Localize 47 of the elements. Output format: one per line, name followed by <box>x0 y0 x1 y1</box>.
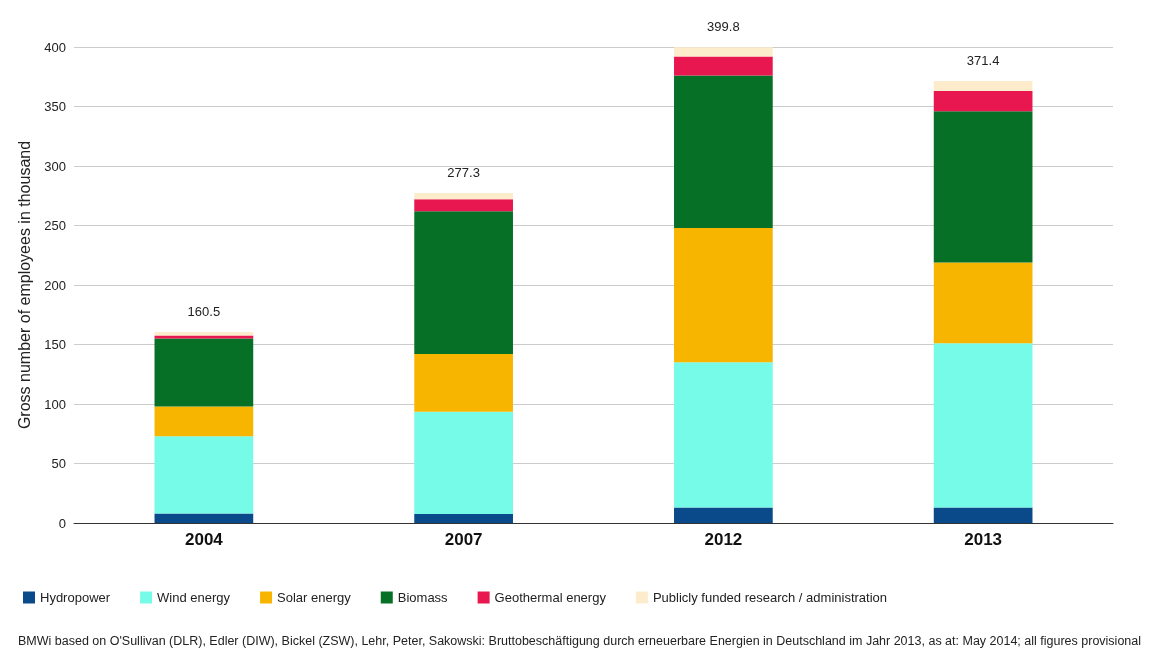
y-tick-label: 50 <box>51 456 66 471</box>
bar <box>414 354 513 412</box>
y-tick-label: 350 <box>44 99 66 114</box>
y-tick-label: 250 <box>44 218 66 233</box>
bar <box>674 227 773 363</box>
bar <box>933 111 1033 263</box>
x-tick-label: 2007 <box>444 530 483 549</box>
bar <box>674 56 773 76</box>
bar <box>674 47 773 57</box>
x-tick-label: 2013 <box>964 530 1003 549</box>
bar <box>154 338 254 407</box>
bar <box>933 91 1033 112</box>
bar <box>414 193 513 200</box>
bar <box>933 81 1033 92</box>
x-tick-label: 2004 <box>184 530 224 549</box>
bar <box>674 362 773 508</box>
total-label: 160.5 <box>187 304 221 320</box>
legend-label: Wind energy <box>157 590 231 605</box>
x-tick-label: 2012 <box>704 530 743 549</box>
y-tick-label: 200 <box>44 277 66 293</box>
y-tick-label: 150 <box>44 337 66 352</box>
bar <box>414 514 513 523</box>
y-tick-label: 100 <box>44 396 66 412</box>
bar <box>414 211 513 355</box>
bar <box>154 406 254 437</box>
total-label: 399.8 <box>707 19 740 35</box>
bar <box>933 343 1033 508</box>
bar <box>933 262 1033 344</box>
legend-label: Publicly funded research / administration <box>652 590 888 605</box>
bar <box>674 507 773 523</box>
bar <box>154 513 254 523</box>
bar <box>674 75 773 228</box>
bar <box>154 436 254 514</box>
bar <box>933 507 1033 523</box>
y-tick-label: 300 <box>44 158 66 174</box>
legend-label: Solar energy <box>277 590 352 605</box>
y-tick-label: 400 <box>44 39 66 55</box>
y-axis-title: Gross number of employees in thousand <box>15 140 33 430</box>
legend-label: Hydropower <box>40 590 111 605</box>
legend-label: Geothermal energy <box>494 590 607 605</box>
total-label: 371.4 <box>966 53 1000 69</box>
legend-label: Biomass <box>397 590 449 605</box>
total-label: 277.3 <box>447 165 480 181</box>
y-tick-label: 0 <box>58 515 66 531</box>
bar <box>414 411 513 515</box>
text: BMWi based on O'Sullivan (DLR), Edler (DIW), Bickel (ZSW), Lehr, Peter, Sakowski: Bruttobeschäftigung durch erneuerbare Energien in Deutschland im Jahr 2013, as at: May 2014; all figures provisional <box>18 634 1142 648</box>
bar <box>414 199 513 212</box>
